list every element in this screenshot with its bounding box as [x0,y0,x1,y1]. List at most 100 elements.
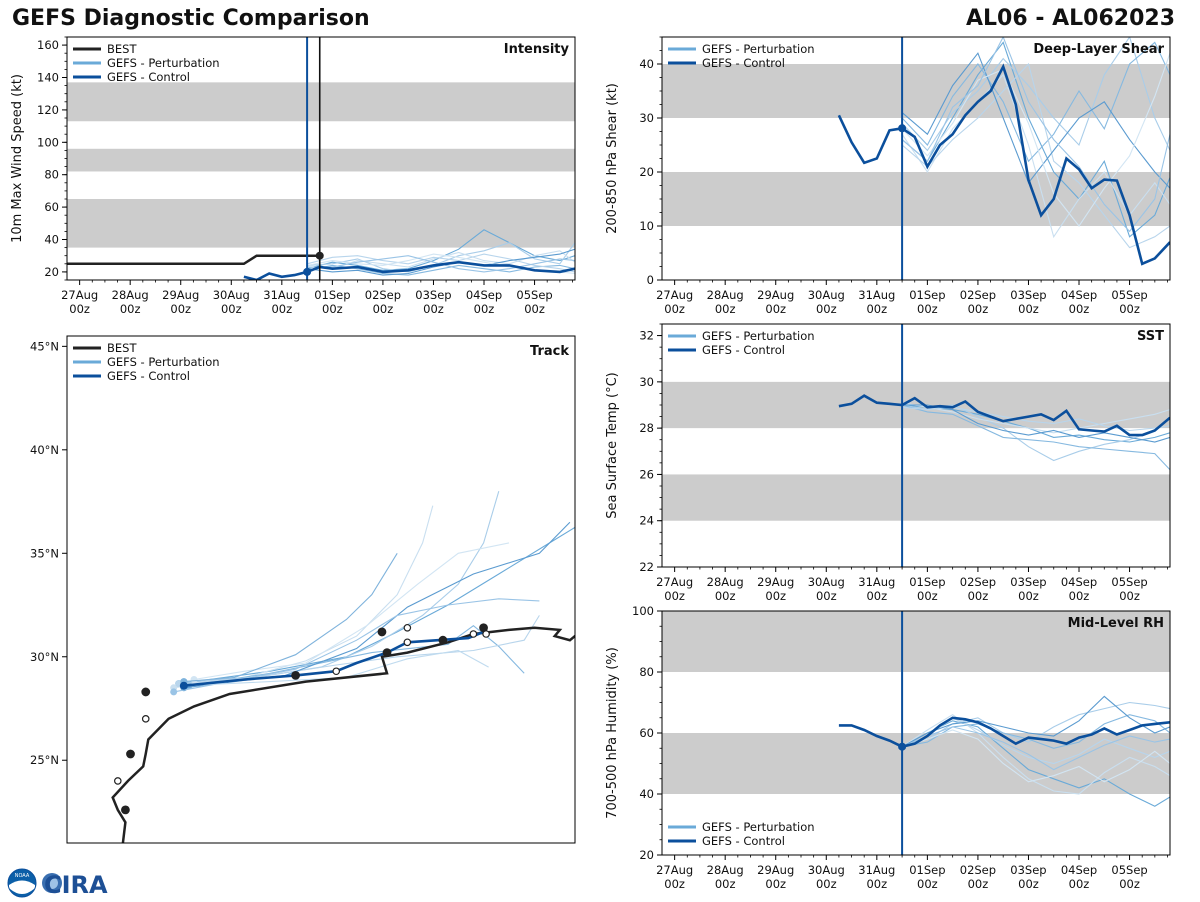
shear-y-axis-label: 200-850 hPa Shear (kt) [605,83,620,234]
x-tick-label-date: 04Sep [1061,863,1097,877]
x-tick-label-hour: 00z [664,877,685,891]
y-tick-label: 140 [37,71,59,85]
best-track-intensity-line [67,254,320,266]
control-analysis-marker [898,124,907,133]
y-tick-label: 60 [639,726,654,740]
perturbation-track-line [188,625,525,687]
x-tick-label-hour: 00z [765,589,786,603]
best-fix-marker-filled [141,687,151,697]
x-tick-label-hour: 00z [816,589,837,603]
best-fix-marker-open [141,715,150,723]
threshold-band [662,611,1170,672]
control-analysis-marker [898,742,907,751]
lat-tick-label: 40°N [30,443,59,457]
x-tick-label-date: 27Aug [656,575,693,589]
sst-panel: 22242628303227Aug00z28Aug00z29Aug00z30Au… [605,323,1171,603]
perturbation-series-line [901,53,1170,227]
x-tick-label-hour: 00z [322,302,343,316]
perturbation-series-line [901,720,1170,807]
shear-panel: 01020304027Aug00z28Aug00z29Aug00z30Aug00… [605,36,1171,316]
perturbation-track-line [183,491,500,683]
track-axes-frame [66,335,576,844]
x-tick-label-hour: 00z [917,589,938,603]
x-tick-label-date: 30Aug [808,288,845,302]
cira-logo-text: CIRA [44,871,108,898]
y-tick-label: 120 [37,103,59,117]
x-tick-label-date: 31Aug [858,575,895,589]
threshold-band [662,64,1170,118]
x-tick-label-hour: 00z [968,302,989,316]
best-fix-marker-open [469,630,478,638]
sst-axes-frame [661,323,1171,568]
x-tick-label-date: 30Aug [213,288,250,302]
y-tick-label: 32 [639,329,654,343]
intensity-plot-area [67,37,575,280]
best-fix-marker-open [482,630,490,638]
legend-label-perturbation: GEFS - Perturbation [702,42,815,56]
x-tick-label-date: 01Sep [909,288,945,302]
perturbation-series-line [902,404,1170,443]
control-series-line [243,260,575,280]
shear-plot-area [662,37,1170,280]
perturbation-series-line [901,62,1170,249]
perturbation-series-line [902,714,1170,749]
x-tick-label-hour: 00z [524,302,545,316]
y-tick-label: 20 [639,848,654,862]
x-tick-label-date: 29Aug [757,288,794,302]
x-tick-label-hour: 00z [866,877,887,891]
x-tick-label-hour: 00z [221,302,242,316]
x-tick-label-date: 29Aug [162,288,199,302]
best-fix-marker-filled [291,670,301,680]
legend-label-control: GEFS - Control [702,56,785,70]
x-tick-label-hour: 00z [664,302,685,316]
x-tick-label-hour: 00z [866,302,887,316]
x-tick-label-hour: 00z [917,302,938,316]
x-tick-label-hour: 00z [1069,302,1090,316]
lat-tick-label: 35°N [30,546,59,560]
y-tick-label: 24 [639,514,654,528]
control-series-line [838,716,1170,749]
best-fix-marker-filled [382,648,392,658]
legend-label-perturbation: GEFS - Perturbation [107,56,220,70]
intensity-y-axis-label: 10m Max Wind Speed (kt) [10,74,25,243]
x-tick-label-hour: 00z [423,302,444,316]
noaa-logo-icon: NOAA [7,868,37,898]
sst-y-axis-label: Sea Surface Temp (°C) [605,372,620,519]
perturbation-series-line [901,37,1170,233]
rh-panel: 2040608010027Aug00z28Aug00z29Aug00z30Aug… [605,604,1171,891]
x-tick-label-hour: 00z [1119,589,1140,603]
x-tick-label-hour: 00z [271,302,292,316]
x-tick-label-date: 28Aug [707,575,744,589]
lat-tick-label: 25°N [30,753,59,767]
best-fix-marker-open [403,623,412,632]
x-tick-label-date: 28Aug [707,288,744,302]
x-tick-label-date: 30Aug [808,863,845,877]
perturbation-track-line [183,521,571,689]
x-tick-label-hour: 00z [1069,589,1090,603]
intensity-panel-title: Intensity [504,42,570,57]
legend-label-control: GEFS - Control [702,343,785,357]
best-current-marker [315,251,324,260]
x-tick-label-date: 02Sep [960,575,996,589]
x-tick-label-hour: 00z [664,589,685,603]
x-tick-label-date: 03Sep [1010,575,1046,589]
lat-tick-label: 45°N [30,339,59,353]
perturbation-series-line [901,404,1170,471]
x-tick-label-date: 27Aug [656,288,693,302]
perturbation-series-line [307,255,575,273]
perturbation-track-line [183,553,398,683]
x-tick-label-hour: 00z [170,302,191,316]
perturbation-series-line [306,253,575,273]
shear-panel-title: Deep-Layer Shear [1033,42,1164,57]
intensity-panel: 2040608010012014016027Aug00z28Aug00z29Au… [10,36,576,316]
perturbation-series-line [901,37,1170,152]
x-tick-label-date: 28Aug [707,863,744,877]
x-tick-label-date: 03Sep [1010,863,1046,877]
perturbation-series-line [901,729,1170,783]
x-tick-label-hour: 00z [1119,302,1140,316]
x-tick-label-hour: 00z [1018,302,1039,316]
perturbation-track-line [173,505,434,689]
perturbation-track-line [173,598,540,693]
